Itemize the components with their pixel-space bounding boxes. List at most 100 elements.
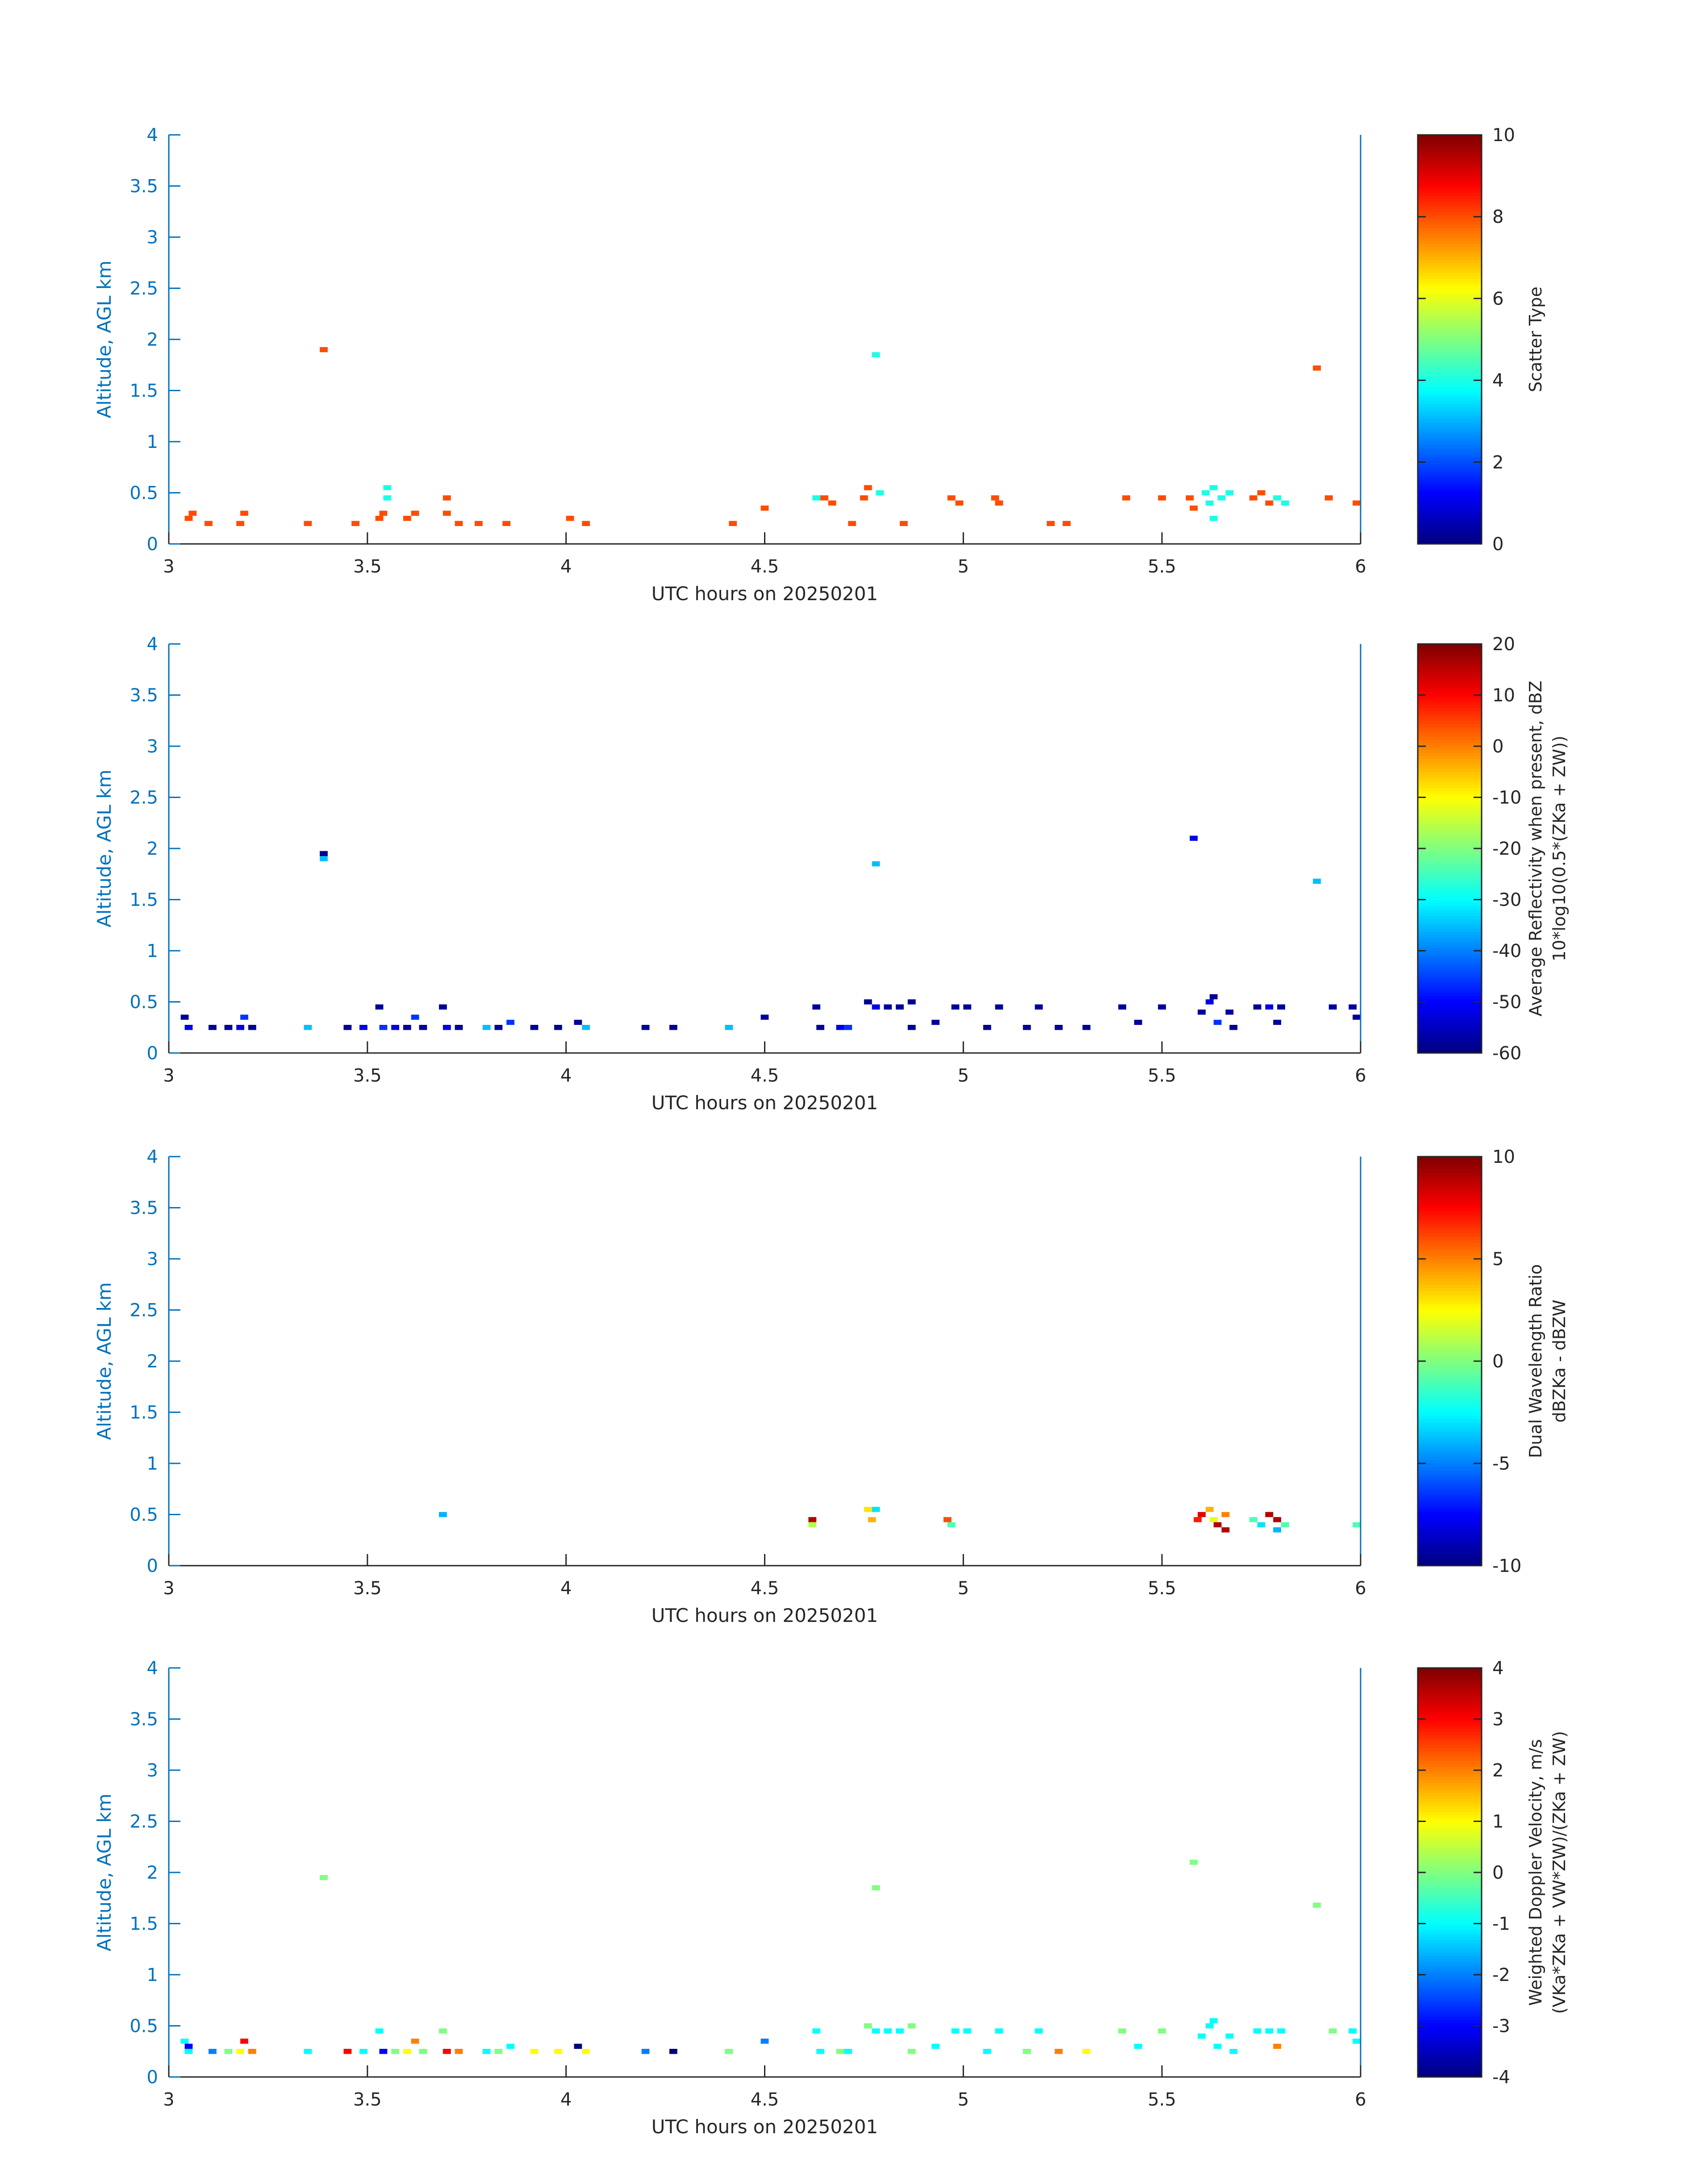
- data-cell: [907, 2023, 916, 2029]
- colorbar-swatch: [1418, 1387, 1482, 1391]
- colorbar-swatch: [1418, 1501, 1482, 1505]
- colorbar-swatch: [1418, 489, 1482, 493]
- data-cell: [931, 2043, 940, 2049]
- data-cell: [554, 1025, 562, 1030]
- colorbar-swatch: [1418, 663, 1482, 667]
- colorbar-swatch: [1418, 810, 1482, 814]
- colorbar-swatch: [1418, 310, 1482, 314]
- colorbar-swatch: [1418, 912, 1482, 916]
- data-cell: [848, 521, 856, 526]
- data-cell: [725, 1025, 733, 1030]
- colorbar-swatch: [1418, 1968, 1482, 1972]
- data-cell: [343, 2049, 352, 2054]
- data-cell: [1035, 2028, 1043, 2034]
- colorbar-swatch: [1418, 1348, 1482, 1352]
- colorbar-swatch: [1418, 1763, 1482, 1768]
- colorbar-swatch: [1418, 1160, 1482, 1163]
- data-cell: [1194, 1517, 1202, 1522]
- colorbar-swatch: [1418, 362, 1482, 365]
- colorbar-swatch: [1418, 1454, 1482, 1458]
- colorbar-swatch: [1418, 435, 1482, 439]
- colorbar-swatch: [1418, 708, 1482, 711]
- data-cell: [1313, 365, 1321, 371]
- y-tick-label: 1: [147, 432, 158, 452]
- colorbar-swatch: [1418, 660, 1482, 664]
- x-tick-label: 5: [958, 556, 969, 577]
- data-cell: [1265, 500, 1274, 506]
- colorbar-swatch: [1418, 1195, 1482, 1199]
- colorbar-swatch: [1418, 326, 1482, 330]
- data-cell: [669, 1025, 677, 1030]
- y-tick-label: 3: [147, 227, 158, 248]
- colorbar-swatch: [1418, 1978, 1482, 1981]
- colorbar-tick-label: 10: [1492, 1147, 1515, 1167]
- data-cell: [439, 2028, 447, 2034]
- colorbar-swatch: [1418, 2048, 1482, 2052]
- colorbar-swatch: [1418, 291, 1482, 295]
- data-cell: [1265, 2028, 1274, 2034]
- colorbar-swatch: [1418, 1182, 1482, 1186]
- x-tick-label: 6: [1355, 1066, 1366, 1086]
- colorbar-swatch: [1418, 240, 1482, 244]
- colorbar-swatch: [1418, 2039, 1482, 2042]
- y-axis-label: Altitude, AGL km: [93, 769, 115, 927]
- y-tick-label: 1.5: [129, 1403, 158, 1423]
- colorbar-swatch: [1418, 775, 1482, 779]
- colorbar-swatch: [1418, 1307, 1482, 1311]
- colorbar-swatch: [1418, 932, 1482, 935]
- data-cell: [205, 521, 213, 526]
- colorbar-swatch: [1418, 1220, 1482, 1224]
- colorbar-tick-label: -4: [1492, 2067, 1510, 2088]
- colorbar-tick-label: 4: [1492, 371, 1503, 391]
- y-tick-label: 2: [147, 839, 158, 859]
- colorbar-swatch: [1418, 1412, 1482, 1416]
- data-cell: [943, 1517, 952, 1522]
- colorbar-swatch: [1418, 1467, 1482, 1470]
- data-cell: [907, 999, 916, 1005]
- data-cell: [816, 1025, 824, 1030]
- colorbar-swatch: [1418, 695, 1482, 699]
- x-tick-label: 5.5: [1148, 1578, 1176, 1599]
- y-tick-label: 3.5: [129, 1709, 158, 1730]
- colorbar-swatch: [1418, 1230, 1482, 1234]
- data-cell: [669, 2049, 677, 2054]
- colorbar-swatch: [1418, 279, 1482, 282]
- colorbar-swatch: [1418, 1943, 1482, 1947]
- data-cell: [1055, 1025, 1063, 1030]
- data-cell: [1082, 1025, 1090, 1030]
- colorbar-swatch: [1418, 387, 1482, 391]
- colorbar-swatch: [1418, 294, 1482, 298]
- colorbar-tick-label: 2: [1492, 452, 1503, 473]
- colorbar-swatch: [1418, 803, 1482, 807]
- colorbar-swatch: [1418, 429, 1482, 433]
- colorbar-swatch: [1418, 1933, 1482, 1937]
- y-tick-label: 0.5: [129, 2016, 158, 2037]
- data-cell: [760, 1015, 769, 1020]
- colorbar-swatch: [1418, 1049, 1482, 1053]
- colorbar-swatch: [1418, 1409, 1482, 1413]
- data-cell: [1328, 2028, 1337, 2034]
- colorbar-swatch: [1418, 701, 1482, 705]
- colorbar-swatch: [1418, 1700, 1482, 1704]
- data-cell: [1225, 490, 1234, 496]
- colorbar-swatch: [1418, 1457, 1482, 1461]
- colorbar-swatch: [1418, 714, 1482, 718]
- colorbar-swatch: [1418, 806, 1482, 811]
- colorbar-swatch: [1418, 506, 1482, 509]
- colorbar-swatch: [1418, 1981, 1482, 1985]
- colorbar-swatch: [1418, 698, 1482, 702]
- colorbar-swatch: [1418, 938, 1482, 942]
- colorbar-swatch: [1418, 976, 1482, 980]
- data-cell: [1281, 500, 1289, 506]
- colorbar-swatch: [1418, 1939, 1482, 1943]
- data-cell: [641, 2049, 650, 2054]
- colorbar-swatch: [1418, 167, 1482, 171]
- colorbar-swatch: [1418, 1351, 1482, 1355]
- colorbar-swatch: [1418, 346, 1482, 350]
- colorbar-swatch: [1418, 941, 1482, 945]
- colorbar-swatch: [1418, 1757, 1482, 1761]
- data-cell: [872, 1004, 880, 1010]
- colorbar-swatch: [1418, 1008, 1482, 1012]
- data-cell: [375, 1004, 384, 1010]
- colorbar-tick-label: 6: [1492, 288, 1503, 309]
